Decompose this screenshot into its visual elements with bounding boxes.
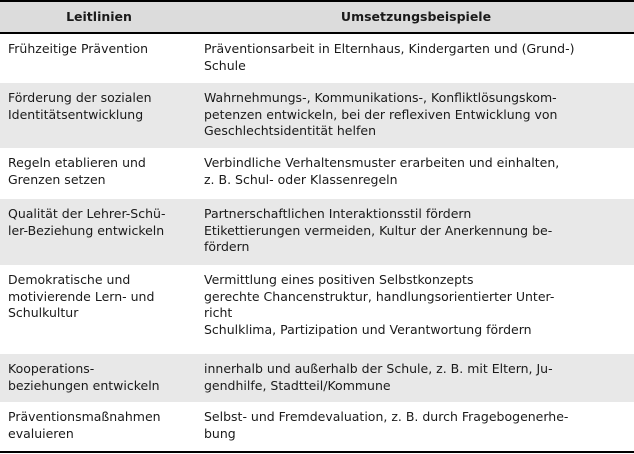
table-header: Leitlinien Umsetzungsbeispiele (0, 0, 634, 34)
guideline-cell: Kooperations- beziehungen entwickeln (8, 361, 160, 393)
table-row: Demokratische und motivierende Lern- und… (0, 265, 634, 354)
example-cell: Verbindliche Verhaltensmuster erarbeiten… (204, 155, 560, 187)
table-row: Präventionsmaßnahmen evaluieren Selbst- u… (0, 402, 634, 453)
guideline-cell: Qualität der Lehrer-Schü- ler-Beziehung … (8, 206, 166, 238)
table-row: Kooperations- beziehungen entwickeln inne… (0, 354, 634, 402)
example-cell: Vermittlung eines positiven Selbstkonzep… (204, 272, 555, 337)
guideline-cell: Regeln etablieren und Grenzen setzen (8, 155, 146, 187)
example-cell: Wahrnehmungs-, Kommunikations-, Konflikt… (204, 90, 558, 138)
header-umsetzungsbeispiele: Umsetzungsbeispiele (198, 0, 634, 34)
table-row: Qualität der Lehrer-Schü- ler-Beziehung … (0, 199, 634, 265)
guideline-cell: Förderung der sozialen Identitätsentwick… (8, 90, 152, 122)
guideline-cell: Demokratische und motivierende Lern- und… (8, 272, 155, 320)
table-row: Regeln etablieren und Grenzen setzen Verb… (0, 148, 634, 199)
guideline-cell: Frühzeitige Prävention (8, 41, 149, 56)
example-cell: Selbst- und Fremdevaluation, z. B. durch… (198, 402, 634, 453)
example-cell: innerhalb und außerhalb der Schule, z. B… (204, 361, 553, 393)
header-leitlinien: Leitlinien (0, 0, 198, 34)
table-row: Frühzeitige Prävention Präventionsarbeit … (0, 33, 634, 83)
example-cell: Partnerschaftlichen Interaktionsstil för… (204, 206, 553, 254)
example-cell: Präventionsarbeit in Elternhaus, Kinderg… (204, 41, 575, 73)
table-row: Förderung der sozialen Identitätsentwick… (0, 83, 634, 148)
guideline-cell: Präventionsmaßnahmen evaluieren (0, 402, 198, 453)
